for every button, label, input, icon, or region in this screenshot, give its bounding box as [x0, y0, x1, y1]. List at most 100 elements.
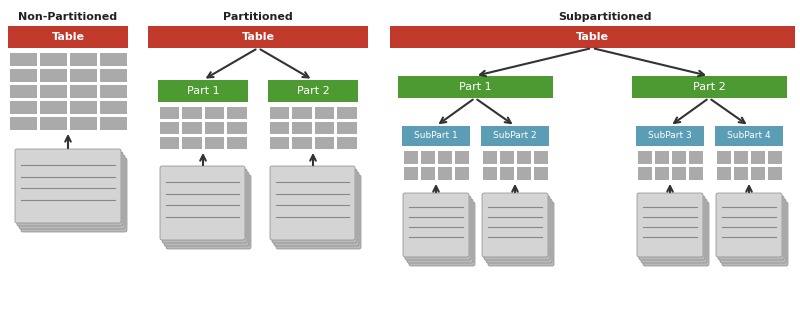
- Bar: [337, 121, 357, 133]
- Bar: [438, 167, 451, 179]
- Bar: [148, 26, 368, 48]
- Bar: [671, 167, 686, 179]
- Bar: [39, 85, 66, 97]
- Text: Partitioned: Partitioned: [223, 12, 293, 22]
- Bar: [689, 151, 702, 163]
- Bar: [638, 151, 651, 163]
- FancyBboxPatch shape: [272, 169, 357, 243]
- Bar: [482, 167, 497, 179]
- FancyBboxPatch shape: [274, 172, 359, 246]
- Bar: [99, 85, 126, 97]
- Bar: [99, 116, 126, 130]
- Bar: [638, 167, 651, 179]
- Bar: [767, 167, 782, 179]
- FancyBboxPatch shape: [15, 149, 121, 223]
- Bar: [632, 76, 787, 98]
- Text: Part 2: Part 2: [297, 86, 330, 96]
- Bar: [8, 26, 128, 48]
- Bar: [10, 85, 37, 97]
- Bar: [314, 121, 334, 133]
- FancyBboxPatch shape: [720, 199, 786, 263]
- Bar: [421, 151, 434, 163]
- Text: Subpartitioned: Subpartitioned: [558, 12, 652, 22]
- Bar: [403, 167, 418, 179]
- FancyBboxPatch shape: [639, 196, 705, 260]
- FancyBboxPatch shape: [484, 196, 550, 260]
- FancyBboxPatch shape: [17, 152, 123, 226]
- Bar: [159, 107, 179, 118]
- Text: Part 2: Part 2: [693, 82, 726, 92]
- Bar: [205, 136, 224, 149]
- Text: SubPart 1: SubPart 1: [414, 132, 458, 140]
- FancyBboxPatch shape: [482, 193, 548, 257]
- Bar: [182, 121, 202, 133]
- Bar: [750, 151, 765, 163]
- FancyBboxPatch shape: [166, 175, 251, 249]
- Bar: [99, 52, 126, 66]
- Bar: [10, 100, 37, 113]
- Bar: [158, 80, 248, 102]
- Bar: [227, 121, 246, 133]
- Bar: [499, 151, 514, 163]
- Bar: [750, 167, 765, 179]
- Bar: [654, 167, 669, 179]
- FancyBboxPatch shape: [276, 175, 361, 249]
- FancyBboxPatch shape: [162, 169, 247, 243]
- Bar: [734, 151, 747, 163]
- FancyBboxPatch shape: [486, 199, 552, 263]
- FancyBboxPatch shape: [270, 166, 355, 240]
- Bar: [39, 116, 66, 130]
- Bar: [454, 167, 469, 179]
- Bar: [337, 136, 357, 149]
- FancyBboxPatch shape: [405, 196, 471, 260]
- Bar: [402, 126, 470, 146]
- Bar: [403, 151, 418, 163]
- Bar: [421, 167, 434, 179]
- FancyBboxPatch shape: [407, 199, 473, 263]
- Text: SubPart 4: SubPart 4: [727, 132, 771, 140]
- Bar: [159, 136, 179, 149]
- Bar: [159, 121, 179, 133]
- FancyBboxPatch shape: [19, 155, 125, 229]
- Text: Table: Table: [51, 32, 85, 42]
- Bar: [10, 52, 37, 66]
- Text: Table: Table: [576, 32, 609, 42]
- Bar: [182, 136, 202, 149]
- Bar: [636, 126, 704, 146]
- Bar: [292, 121, 311, 133]
- Text: Part 1: Part 1: [459, 82, 492, 92]
- FancyBboxPatch shape: [716, 193, 782, 257]
- Bar: [10, 69, 37, 81]
- Bar: [99, 100, 126, 113]
- Bar: [734, 167, 747, 179]
- Bar: [205, 107, 224, 118]
- Bar: [270, 107, 289, 118]
- Text: SubPart 3: SubPart 3: [648, 132, 692, 140]
- Bar: [671, 151, 686, 163]
- Bar: [390, 26, 795, 48]
- Text: Table: Table: [242, 32, 274, 42]
- FancyBboxPatch shape: [641, 199, 707, 263]
- Bar: [715, 126, 783, 146]
- FancyBboxPatch shape: [722, 202, 788, 266]
- FancyBboxPatch shape: [643, 202, 709, 266]
- Bar: [70, 100, 97, 113]
- Bar: [398, 76, 553, 98]
- Bar: [205, 121, 224, 133]
- Bar: [767, 151, 782, 163]
- Bar: [717, 151, 730, 163]
- Bar: [314, 107, 334, 118]
- FancyBboxPatch shape: [160, 166, 245, 240]
- Bar: [517, 151, 530, 163]
- Bar: [70, 116, 97, 130]
- Bar: [654, 151, 669, 163]
- Bar: [70, 69, 97, 81]
- Bar: [517, 167, 530, 179]
- Bar: [481, 126, 549, 146]
- Bar: [689, 167, 702, 179]
- Bar: [99, 69, 126, 81]
- Bar: [70, 52, 97, 66]
- FancyBboxPatch shape: [718, 196, 784, 260]
- FancyBboxPatch shape: [403, 193, 469, 257]
- Bar: [70, 85, 97, 97]
